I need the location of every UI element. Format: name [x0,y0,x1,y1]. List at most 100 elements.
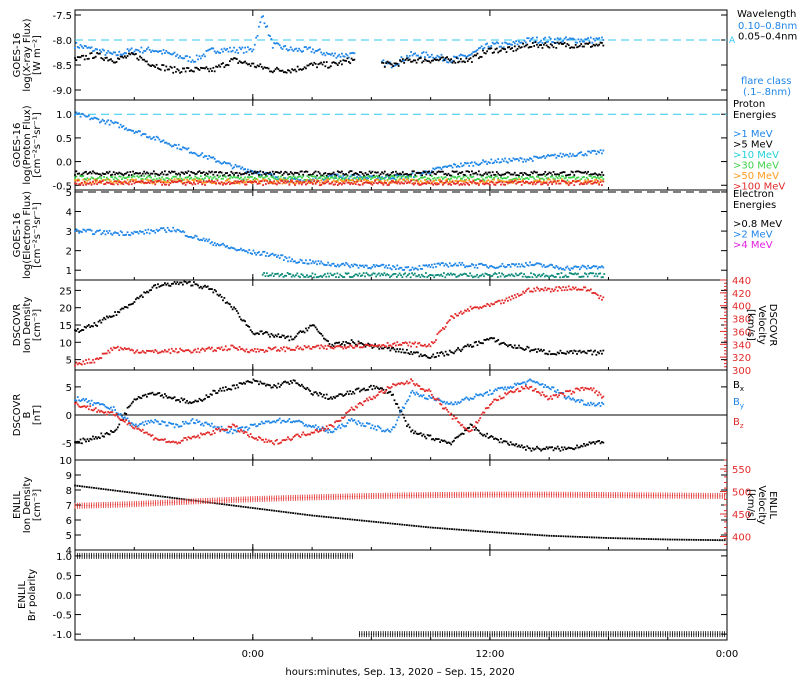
data-point [453,170,455,173]
data-point [437,170,440,173]
data-point [501,42,504,45]
data-point [594,150,596,153]
data-point [501,173,504,176]
data-point [458,261,461,264]
data-point [483,52,486,54]
data-point [527,178,530,181]
data-point [573,175,576,178]
data-point [560,178,563,181]
data-point [573,38,576,41]
data-point [105,315,108,318]
data-point [100,321,103,324]
data-point [97,230,100,232]
data-point [489,46,491,49]
data-point [194,422,197,425]
data-point [529,290,531,293]
data-point [371,347,374,349]
data-point [114,311,117,313]
data-point [511,159,513,162]
data-point [140,231,143,233]
data-point [280,46,282,49]
data-point [587,349,590,352]
data-point [483,275,485,278]
data-point [602,349,605,352]
data-point [166,173,169,176]
data-point [441,170,444,173]
data-point [495,340,498,342]
data-point [291,180,294,183]
data-point [245,62,248,65]
data-point [495,171,498,173]
data-point [186,55,188,57]
data-point [304,275,307,278]
data-point [338,62,341,64]
data-point [517,274,520,277]
data-point [104,233,107,236]
data-point [104,56,107,59]
data-point [595,440,598,443]
data-point [303,344,306,347]
data-point [299,49,302,52]
data-point [571,46,574,49]
data-point [437,273,440,276]
data-point [159,181,162,184]
data-point [271,420,274,423]
data-point [468,164,471,167]
data-point [249,170,252,173]
data-point [244,181,247,184]
data-point [342,180,345,183]
data-point [147,172,150,175]
data-point [298,173,300,176]
data-point [119,308,122,311]
data-point [516,48,519,50]
data-point [359,174,361,177]
data-point [327,344,329,347]
data-point [194,399,197,402]
data-point [227,247,230,249]
data-point [477,276,480,279]
data-point [390,63,393,66]
data-point [493,51,495,54]
data-point [98,121,101,124]
data-point [314,273,317,276]
data-point [484,181,487,184]
y-tick-label: -8.0 [52,36,72,47]
data-point [520,157,523,160]
data-point [570,267,573,270]
data-point [441,440,444,442]
data-point [213,425,216,428]
data-point [263,351,266,354]
data-point [468,54,471,57]
data-point [588,40,591,43]
data-point [116,122,119,124]
data-point [498,180,501,183]
data-point [382,429,385,432]
data-point [419,55,422,58]
data-point [133,172,136,175]
data-point [466,182,469,185]
data-point [511,345,513,348]
data-point [487,171,490,174]
data-point [216,243,219,245]
data-point [447,183,450,186]
data-point [303,46,306,48]
data-point [278,275,281,278]
data-point [111,53,114,55]
data-point [505,42,508,45]
data-point [516,293,519,295]
data-point [96,402,99,404]
data-point [505,177,508,180]
data-point [206,285,209,288]
data-point [530,449,533,452]
data-point [435,179,437,181]
data-point [563,171,566,174]
data-point [161,171,164,174]
data-point [188,177,191,180]
data-point [212,350,215,353]
data-point [188,350,191,353]
data-point [93,116,96,119]
data-point [125,181,128,184]
data-point [148,179,151,182]
data-point [219,52,222,54]
data-point [541,274,543,277]
